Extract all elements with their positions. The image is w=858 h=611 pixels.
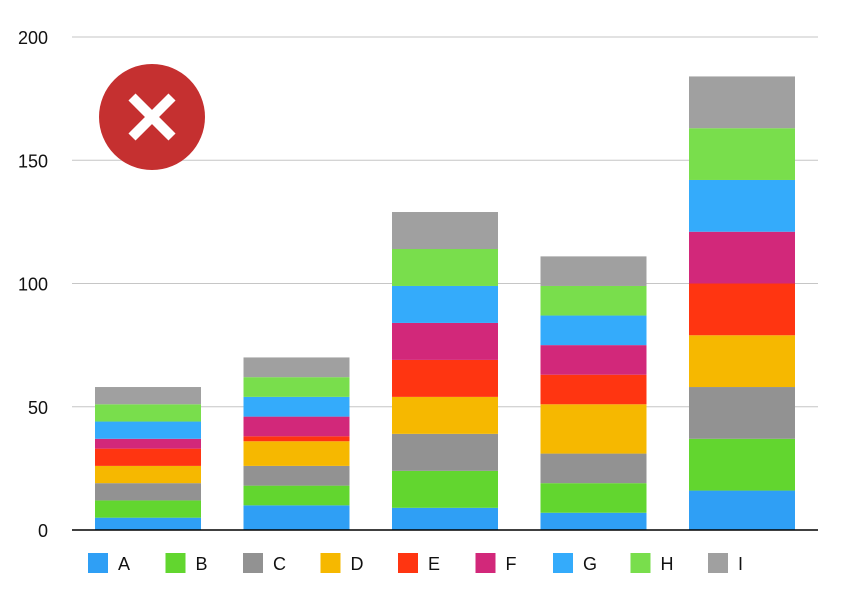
legend-swatch-a — [88, 553, 108, 573]
legend-swatch-i — [708, 553, 728, 573]
bar-segment-h-4 — [540, 285, 647, 316]
legend-label-i: I — [738, 554, 743, 574]
bar-segment-d-3 — [392, 396, 498, 434]
legend: A B C D E F G H I — [88, 553, 743, 574]
bar-segment-e-3 — [392, 359, 498, 397]
bar-segment-a-2 — [243, 505, 350, 530]
bar-segment-b-5 — [689, 438, 795, 491]
error-close-icon[interactable] — [99, 64, 205, 170]
bar-segment-h-5 — [689, 128, 795, 180]
y-axis-ticks: 0 50 100 150 200 — [18, 28, 48, 541]
bar-segment-d-4 — [540, 404, 647, 454]
bar-segment-d-5 — [689, 335, 795, 388]
y-tick-label: 200 — [18, 28, 48, 48]
legend-swatch-c — [243, 553, 263, 573]
bar-segment-c-1 — [95, 483, 201, 501]
bar-segment-d-1 — [95, 465, 201, 484]
bar-segment-c-4 — [540, 453, 647, 484]
bar-segment-f-2 — [243, 416, 350, 437]
bar-segment-a-4 — [540, 512, 647, 530]
bar-segment-g-3 — [392, 285, 498, 323]
bar-segment-g-1 — [95, 421, 201, 439]
bar-segment-h-3 — [392, 248, 498, 286]
bar-segment-f-1 — [95, 438, 201, 449]
bar-segment-a-5 — [689, 490, 795, 530]
bar-segment-g-2 — [243, 396, 350, 417]
legend-label-a: A — [118, 554, 130, 574]
bar-segment-a-1 — [95, 517, 201, 530]
bar-segment-i-5 — [689, 76, 795, 129]
legend-swatch-d — [320, 553, 341, 573]
bar-segment-c-2 — [243, 465, 350, 486]
legend-label-b: B — [196, 554, 208, 574]
bar-segment-a-3 — [392, 507, 498, 530]
legend-label-f: F — [506, 554, 517, 574]
bar-segment-b-4 — [540, 483, 647, 513]
legend-swatch-e — [398, 553, 418, 573]
legend-swatch-b — [165, 553, 186, 573]
y-tick-label: 0 — [38, 521, 48, 541]
legend-label-e: E — [428, 554, 440, 574]
bar-segment-i-4 — [540, 256, 647, 286]
bar-segment-d-2 — [243, 441, 350, 466]
legend-swatch-f — [475, 553, 496, 573]
bar-segment-e-1 — [95, 448, 201, 466]
bar-segment-f-4 — [540, 345, 647, 375]
bar-segment-c-5 — [689, 387, 795, 439]
bar-segment-f-3 — [392, 322, 498, 360]
bar-segment-i-3 — [392, 212, 498, 249]
legend-label-g: G — [583, 554, 597, 574]
bar-segment-e-4 — [540, 374, 647, 405]
bar-segment-g-5 — [689, 179, 795, 232]
bars — [95, 76, 795, 530]
bar-segment-e-5 — [689, 283, 795, 336]
bar-segment-b-1 — [95, 500, 201, 518]
bar-segment-i-1 — [95, 387, 201, 405]
y-tick-label: 50 — [28, 398, 48, 418]
y-tick-label: 150 — [18, 151, 48, 171]
legend-label-c: C — [273, 554, 286, 574]
y-tick-label: 100 — [18, 275, 48, 295]
bar-segment-i-2 — [243, 357, 350, 378]
bar-segment-b-3 — [392, 470, 498, 508]
bar-segment-b-2 — [243, 485, 350, 506]
close-icon-stroke-2 — [128, 93, 176, 141]
bar-segment-f-5 — [689, 231, 795, 284]
bar-segment-c-3 — [392, 433, 498, 471]
legend-swatch-h — [630, 553, 651, 573]
bar-segment-h-1 — [95, 404, 201, 422]
bar-segment-e-2 — [243, 436, 350, 442]
legend-label-h: H — [661, 554, 674, 574]
legend-label-d: D — [351, 554, 364, 574]
legend-swatch-g — [553, 553, 573, 573]
bar-segment-g-4 — [540, 315, 647, 346]
bar-segment-h-2 — [243, 377, 350, 397]
